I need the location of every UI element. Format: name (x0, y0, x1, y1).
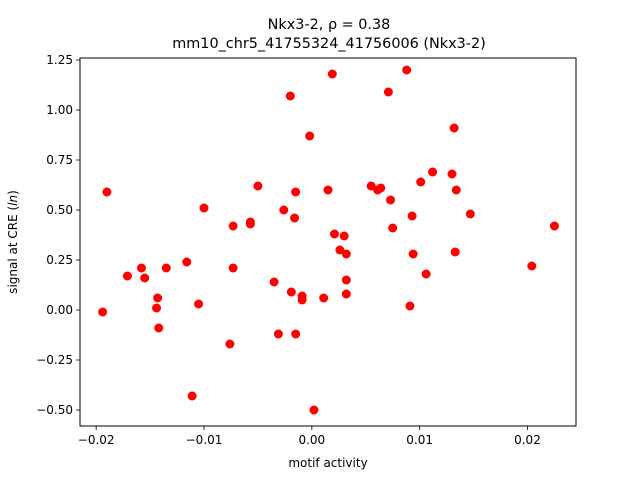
data-point (279, 205, 289, 215)
data-point (273, 329, 283, 339)
data-point (341, 289, 351, 299)
y-axis-label: signal at CRE (ln) (6, 190, 20, 294)
data-point (199, 203, 209, 213)
data-point (102, 187, 112, 197)
data-point (366, 181, 376, 191)
data-point (341, 249, 351, 259)
data-point (449, 123, 459, 133)
data-point (154, 323, 164, 333)
data-point (228, 221, 238, 231)
data-point (290, 213, 300, 223)
data-point (187, 391, 197, 401)
data-point (383, 87, 393, 97)
y-tick-label: −0.50 (36, 403, 73, 417)
y-tick-label: 1.00 (46, 103, 73, 117)
data-point (269, 277, 279, 287)
data-point (450, 247, 460, 257)
data-point (309, 405, 319, 415)
data-point (421, 269, 431, 279)
data-point (465, 209, 475, 219)
data-point (335, 245, 345, 255)
x-tick-label: −0.02 (78, 433, 115, 447)
data-point (291, 187, 301, 197)
data-point (319, 293, 329, 303)
data-point (161, 263, 171, 273)
data-point (253, 181, 263, 191)
data-point (402, 65, 412, 75)
data-point (405, 301, 415, 311)
data-point (152, 303, 162, 313)
data-point (447, 169, 457, 179)
data-point (451, 185, 461, 195)
data-point (376, 183, 386, 193)
chart-title-line-1: Nkx3-2, ρ = 0.38 (268, 17, 391, 33)
data-point (305, 131, 315, 141)
data-points (98, 65, 559, 415)
y-tick-label: 1.25 (46, 53, 73, 67)
data-point (408, 249, 418, 259)
x-tick-label: −0.01 (186, 433, 223, 447)
data-point (98, 307, 108, 317)
data-point (329, 229, 339, 239)
x-axis-label: motif activity (288, 456, 367, 470)
data-point (388, 223, 398, 233)
data-point (527, 261, 537, 271)
data-point (228, 263, 238, 273)
data-point (327, 69, 337, 79)
x-tick-label: 0.01 (406, 433, 433, 447)
data-point (291, 329, 301, 339)
y-tick-label: 0.00 (46, 303, 73, 317)
data-point (122, 271, 132, 281)
data-point (245, 217, 255, 227)
y-axis-ticks: 1.25 1.00 0.75 0.50 0.25 0.00 −0.25 −0.50 (36, 53, 80, 417)
data-point (297, 295, 307, 305)
y-tick-label: 0.75 (46, 153, 73, 167)
data-point (285, 91, 295, 101)
x-axis-ticks: −0.02 −0.01 0.00 0.01 0.02 (78, 426, 541, 447)
y-tick-label: 0.25 (46, 253, 73, 267)
x-tick-label: 0.02 (514, 433, 541, 447)
data-point (339, 231, 349, 241)
data-point (194, 299, 204, 309)
y-tick-label: −0.25 (36, 353, 73, 367)
x-tick-label: 0.00 (298, 433, 325, 447)
data-point (386, 195, 396, 205)
y-tick-label: 0.50 (46, 203, 73, 217)
data-point (407, 211, 417, 221)
data-point (286, 287, 296, 297)
chart-title-line-2: mm10_chr5_41755324_41756006 (Nkx3-2) (172, 36, 485, 52)
data-point (416, 177, 426, 187)
data-point (428, 167, 438, 177)
data-point (225, 339, 235, 349)
data-point (341, 275, 351, 285)
data-point (323, 185, 333, 195)
data-point (153, 293, 163, 303)
data-point (549, 221, 559, 231)
data-point (140, 273, 150, 283)
data-point (136, 263, 146, 273)
data-point (182, 257, 192, 267)
plot-area-frame (79, 57, 577, 427)
